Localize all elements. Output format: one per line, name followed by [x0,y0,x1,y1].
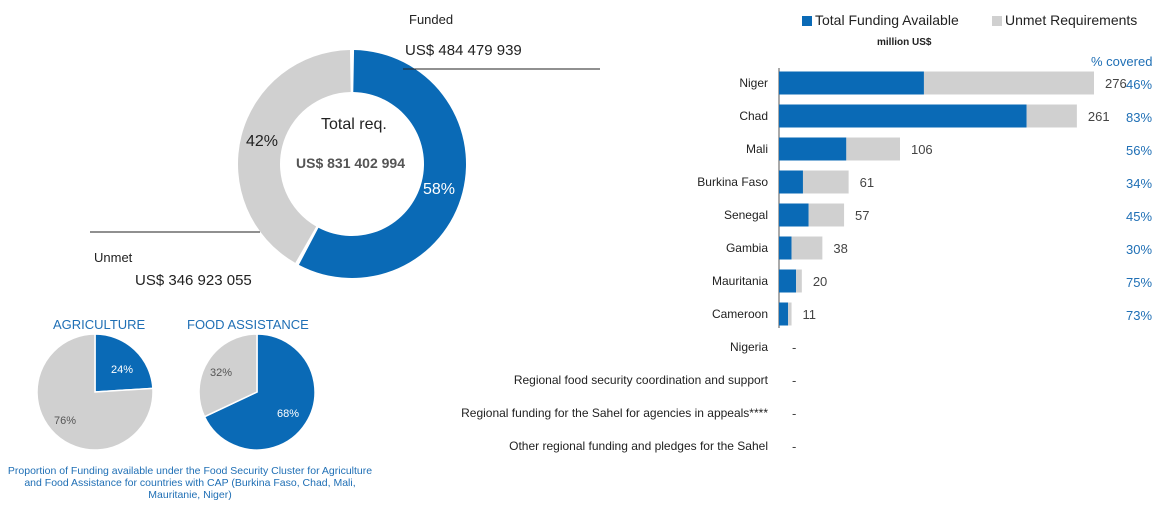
agriculture-funded-pct: 24% [111,364,134,376]
legend-unmet-swatch [992,16,1002,27]
bar-funded [779,236,792,260]
food-assistance-slice-unmet [198,333,258,418]
pct-covered-header: % covered [1091,54,1153,69]
donut-slice-unmet [237,50,351,263]
bar-funded [779,71,924,95]
category-label: Burkina Faso [697,175,768,189]
unit-subtitle: million US$ [877,37,932,48]
agriculture-title: AGRICULTURE [53,317,146,332]
bar-funded [779,269,797,293]
bar-funded [779,170,803,194]
total-value-label: 11 [803,307,817,322]
unmet-amount: US$ 346 923 055 [135,272,252,289]
agriculture-pie [36,333,154,451]
category-label: Chad [739,109,768,123]
unmet-label: Unmet [94,250,133,265]
unmet-pct-label: 42% [246,133,279,150]
category-label: Cameroon [712,307,768,321]
legend-funded-label: Total Funding Available [815,12,959,28]
food-unmet-pct: 32% [210,367,233,379]
category-label: Mauritania [712,274,768,288]
coverage-label: 30% [1126,242,1152,257]
category-label: Gambia [726,241,768,255]
coverage-label: 73% [1126,308,1152,323]
food-funded-pct: 68% [277,408,300,420]
total-value-label: - [792,406,796,421]
bar-unmet [791,236,823,260]
category-label: Niger [739,76,768,90]
bar-funded [779,302,789,326]
food-assistance-title: FOOD ASSISTANCE [187,317,309,332]
funded-pct-label: 58% [423,181,456,198]
category-label: Mali [746,142,768,156]
donut-slices [237,50,466,279]
bar-funded [779,137,847,161]
total-value-label: 261 [1088,109,1110,124]
category-label: Regional food security coordination and … [514,373,769,387]
category-label: Regional funding for the Sahel for agenc… [461,406,768,420]
donut-center-label: Total req. [321,116,387,133]
total-value-label: 38 [833,241,847,256]
funded-amount: US$ 484 479 939 [405,42,522,59]
total-value-label: 276 [1105,76,1127,91]
bar-unmet [846,137,900,161]
legend-funded-swatch [802,16,812,27]
bar-unmet [788,302,792,326]
coverage-label: 75% [1126,275,1152,290]
bar-unmet [923,71,1094,95]
category-label: Other regional funding and pledges for t… [509,439,768,453]
donut-slice-funded [298,50,466,279]
bar-unmet [802,170,849,194]
total-value-label: 20 [813,274,827,289]
coverage-label: 34% [1126,176,1152,191]
agriculture-slice-funded [94,333,154,393]
bar-unmet [1026,104,1077,128]
total-value-label: 61 [860,175,874,190]
agriculture-slice-unmet [36,333,154,451]
legend-unmet-label: Unmet Requirements [1005,12,1138,28]
coverage-label: 83% [1126,110,1152,125]
total-value-label: 57 [855,208,869,223]
bar-unmet [808,203,845,227]
food-assistance-slice-funded [203,333,316,451]
footnote: Proportion of Funding available under th… [7,465,373,501]
category-label: Nigeria [730,340,768,354]
category-label: Senegal [724,208,768,222]
total-value-label: - [792,373,796,388]
bar-funded [779,104,1027,128]
total-value-label: 106 [911,142,933,157]
funded-label: Funded [409,12,454,27]
agriculture-unmet-pct: 76% [54,415,77,427]
coverage-label: 46% [1126,77,1152,92]
legend-funded: Total Funding Available [802,12,959,28]
bar-funded [779,203,809,227]
legend-unmet: Unmet Requirements [992,12,1137,28]
coverage-label: 45% [1126,209,1152,224]
bar-unmet [796,269,802,293]
total-value-label: - [792,439,796,454]
total-value-label: - [792,340,796,355]
food-assistance-pie [198,333,316,451]
coverage-label: 56% [1126,143,1152,158]
donut-center-amount: US$ 831 402 994 [296,155,405,171]
